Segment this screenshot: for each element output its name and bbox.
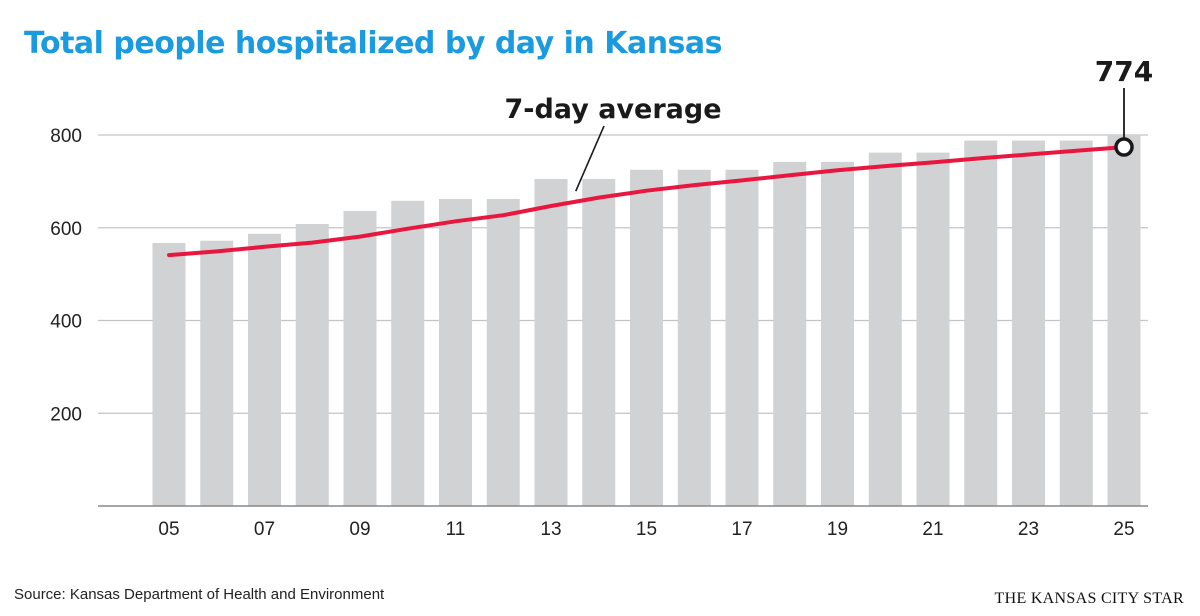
x-tick-label: 09	[349, 519, 370, 540]
bar-14	[582, 179, 616, 506]
bar-11	[439, 198, 472, 506]
annotations: 7-day average 774	[504, 55, 1153, 192]
x-tick-label: 15	[636, 519, 657, 540]
bar-08	[295, 224, 329, 507]
x-tick-label: 07	[254, 519, 275, 540]
x-tick-label: 17	[731, 519, 752, 540]
average-line	[167, 145, 1126, 258]
x-tick-label: 23	[1018, 519, 1039, 540]
bar-series	[152, 135, 1141, 507]
x-tick-label: 25	[1113, 519, 1134, 540]
y-tick-label: 600	[50, 219, 82, 240]
y-tick-label: 400	[50, 312, 82, 333]
bar-24	[1059, 140, 1093, 506]
bar-07	[248, 233, 281, 506]
x-tick-label: 21	[922, 519, 943, 540]
chart-title: Total people hospitalized by day in Kans…	[24, 26, 723, 61]
bar-22	[964, 140, 998, 506]
x-tick-label: 11	[446, 519, 466, 540]
bar-23	[1012, 140, 1045, 506]
bar-09	[343, 211, 377, 506]
average-label: 7-day average	[504, 94, 721, 125]
y-tick-label: 800	[50, 126, 82, 147]
endpoint-value-label: 774	[1095, 55, 1153, 88]
bar-16	[677, 169, 711, 506]
average-line-series	[167, 145, 1126, 258]
bar-06	[200, 240, 234, 507]
bar-17	[725, 169, 759, 506]
bar-12	[486, 198, 520, 506]
bar-21	[916, 152, 950, 506]
bar-25	[1107, 135, 1141, 506]
bar-19	[821, 161, 854, 506]
bar-20	[868, 152, 902, 506]
bar-15	[630, 169, 663, 506]
x-tick-label: 13	[540, 519, 561, 540]
y-tick-label: 200	[50, 404, 82, 425]
x-tick-label: 19	[827, 519, 848, 540]
bar-18	[773, 161, 807, 506]
average-leader-line	[575, 125, 605, 192]
x-tick-labels: 05 07 09 11 13 15 17 19 21 23 25	[158, 519, 1134, 540]
y-tick-labels: 200 400 600 800	[50, 126, 82, 425]
publisher-credit: THE KANSAS CITY STAR	[994, 590, 1184, 607]
x-tick-label: 05	[158, 519, 179, 540]
bar-13	[534, 179, 568, 506]
endpoint-marker	[1114, 137, 1134, 157]
source-note: Source: Kansas Department of Health and …	[14, 586, 385, 603]
bar-10	[391, 200, 425, 507]
bar-05	[152, 243, 186, 506]
